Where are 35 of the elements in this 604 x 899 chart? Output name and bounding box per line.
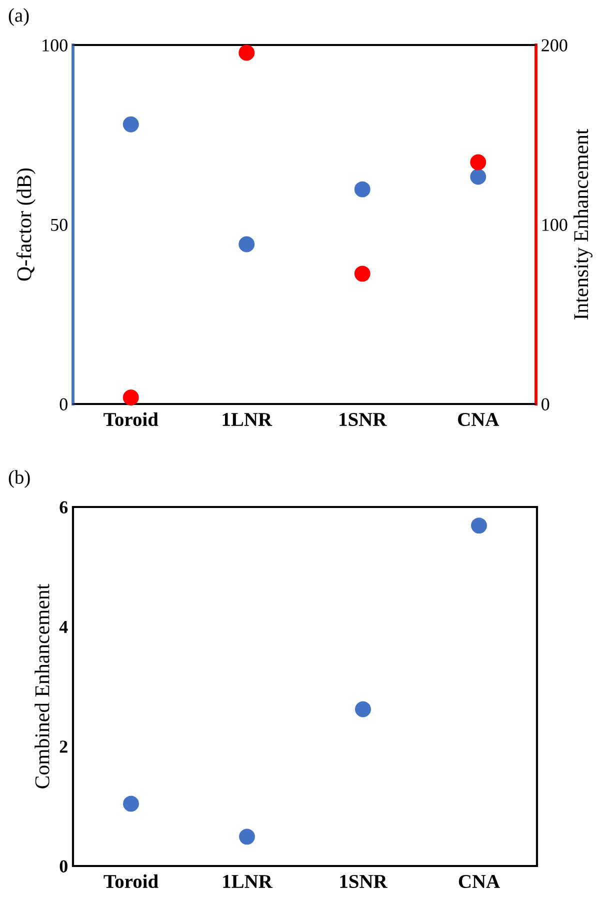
y-tick-label: 4 [59,621,68,633]
y-tick-label: 6 [60,501,68,514]
point [122,116,139,132]
point [354,181,370,198]
y-tick-label: 50 [51,218,68,231]
x-tick-label: CNA [458,874,500,888]
y-axis-title: Combined Enhancement [34,584,50,788]
point [470,154,486,170]
point [355,701,371,718]
text: (a) [8,8,29,26]
y-axis-title: Q-factor (dB) [16,168,36,281]
point [238,44,255,61]
y-tick-label: 2 [60,740,68,753]
point [239,828,255,845]
y-tick-label: 100 [42,39,68,52]
y-tick-label: 0 [60,860,68,872]
x-tick-label: 1SNR [340,412,387,426]
y2-tick-label: 100 [542,218,568,231]
point [123,796,139,812]
x-tick-label: Toroid [104,874,158,888]
x-tick-label: CNA [458,412,500,426]
y2-tick-label: 200 [542,39,568,52]
x-tick-label: 1LNR [222,412,272,426]
point [238,236,255,252]
point [470,168,486,185]
x-tick-label: 1LNR [223,874,273,888]
y-tick-label: 0 [60,398,68,410]
point [354,266,370,282]
x-tick-label: Toroid [104,412,158,426]
y2-tick-label: 0 [542,398,550,410]
text: (b) [8,470,30,488]
x-tick-label: 1SNR [340,874,388,888]
y2-axis-title: Intensity Enhancement [574,128,592,320]
point [471,518,487,534]
point [122,390,139,406]
